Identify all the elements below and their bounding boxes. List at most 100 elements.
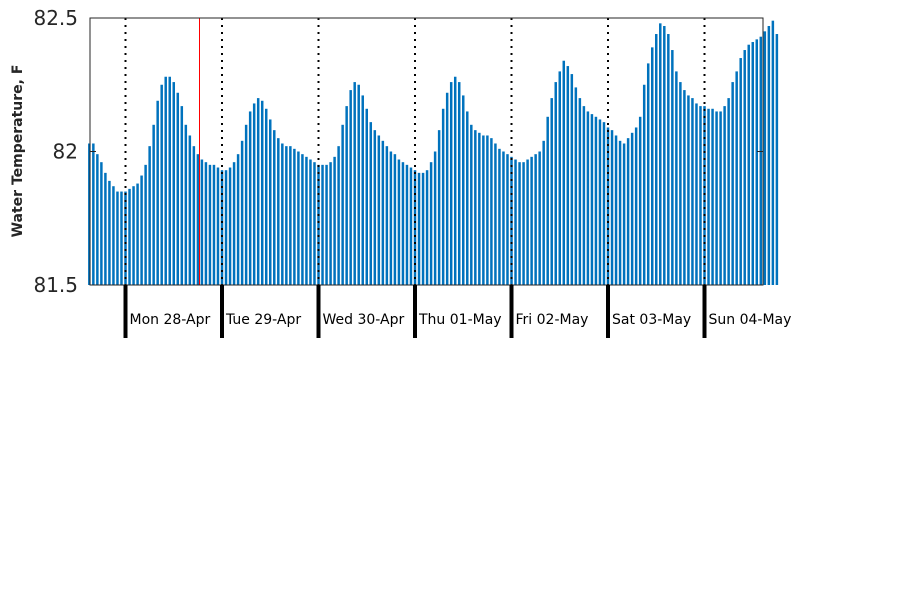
- bar: [739, 58, 742, 285]
- bar: [626, 138, 630, 285]
- bar: [486, 135, 489, 285]
- bar: [236, 154, 240, 285]
- bar: [638, 116, 642, 285]
- bar: [216, 167, 220, 285]
- bar: [184, 124, 188, 285]
- bar: [100, 162, 103, 285]
- bar: [630, 132, 634, 285]
- bar: [212, 164, 216, 285]
- bar: [168, 76, 171, 286]
- bar: [687, 95, 690, 286]
- bar: [108, 180, 111, 285]
- bar: [433, 151, 437, 285]
- bar: [116, 191, 119, 285]
- bar: [482, 135, 485, 285]
- bar: [759, 36, 763, 285]
- bar: [570, 74, 574, 285]
- bar: [498, 148, 501, 285]
- bar: [269, 119, 272, 286]
- y-tick-label: 82: [53, 140, 78, 164]
- bar: [731, 82, 734, 285]
- bar: [172, 82, 175, 285]
- bar: [357, 84, 360, 285]
- bar: [502, 151, 505, 285]
- bar: [156, 100, 159, 286]
- day-label: Thu 01-May: [418, 312, 502, 328]
- bar: [333, 156, 336, 285]
- bar: [659, 23, 662, 286]
- bar: [92, 143, 95, 285]
- bar: [634, 127, 638, 285]
- bar: [397, 159, 401, 285]
- bar: [369, 122, 373, 285]
- bar: [256, 98, 260, 285]
- bar: [522, 162, 525, 285]
- bar: [88, 143, 91, 285]
- bar: [775, 34, 779, 285]
- bar: [542, 140, 545, 285]
- bar: [144, 164, 147, 285]
- bar: [228, 167, 232, 285]
- bar: [136, 183, 139, 285]
- bar: [405, 164, 409, 285]
- bar: [462, 95, 465, 286]
- bar: [317, 164, 320, 285]
- bar: [518, 162, 521, 285]
- bar: [248, 111, 252, 285]
- bar: [425, 170, 429, 285]
- bar: [514, 159, 517, 285]
- y-axis-title: Water Temperature, F: [10, 65, 26, 238]
- bar: [329, 162, 332, 285]
- bar: [610, 130, 614, 285]
- bar: [618, 140, 622, 285]
- bar: [663, 26, 666, 285]
- bar: [273, 130, 276, 285]
- day-label: Mon 28-Apr: [130, 312, 211, 328]
- bar: [361, 95, 364, 286]
- bar: [449, 82, 453, 285]
- bar: [293, 148, 296, 285]
- bar: [490, 138, 493, 285]
- day-label: Fri 02-May: [516, 312, 589, 328]
- bar: [602, 122, 606, 285]
- bar: [365, 108, 368, 285]
- bar: [140, 175, 143, 285]
- bar: [771, 20, 775, 285]
- bar: [196, 154, 200, 285]
- bar: [232, 162, 236, 285]
- day-label: Sat 03-May: [612, 312, 691, 328]
- bar: [453, 76, 457, 286]
- bar: [646, 63, 650, 285]
- bar: [421, 172, 425, 285]
- bar: [494, 143, 497, 285]
- bar: [683, 90, 686, 285]
- bar: [675, 71, 678, 286]
- bar: [691, 98, 694, 285]
- bar: [470, 124, 473, 285]
- bar: [671, 50, 674, 285]
- day-label: Wed 30-Apr: [323, 312, 405, 328]
- bar: [703, 106, 706, 285]
- bar: [313, 162, 316, 285]
- bar: [546, 116, 549, 285]
- y-tick-label: 81.5: [33, 273, 78, 297]
- day-label: Tue 29-Apr: [225, 312, 301, 328]
- bar: [112, 186, 115, 285]
- bar: [120, 191, 123, 285]
- bar: [389, 151, 393, 285]
- bar: [478, 132, 481, 285]
- bar: [466, 111, 469, 285]
- bar: [297, 151, 300, 285]
- y-axis: 81.5 82 82.5: [33, 6, 763, 297]
- bar: [562, 60, 566, 285]
- bar: [148, 146, 151, 285]
- bar: [321, 164, 324, 285]
- bar: [281, 143, 284, 285]
- bar: [506, 154, 509, 285]
- bar: [337, 146, 340, 285]
- bar: [550, 98, 553, 285]
- bar: [679, 82, 682, 285]
- bar: [164, 76, 167, 286]
- bar: [747, 44, 750, 286]
